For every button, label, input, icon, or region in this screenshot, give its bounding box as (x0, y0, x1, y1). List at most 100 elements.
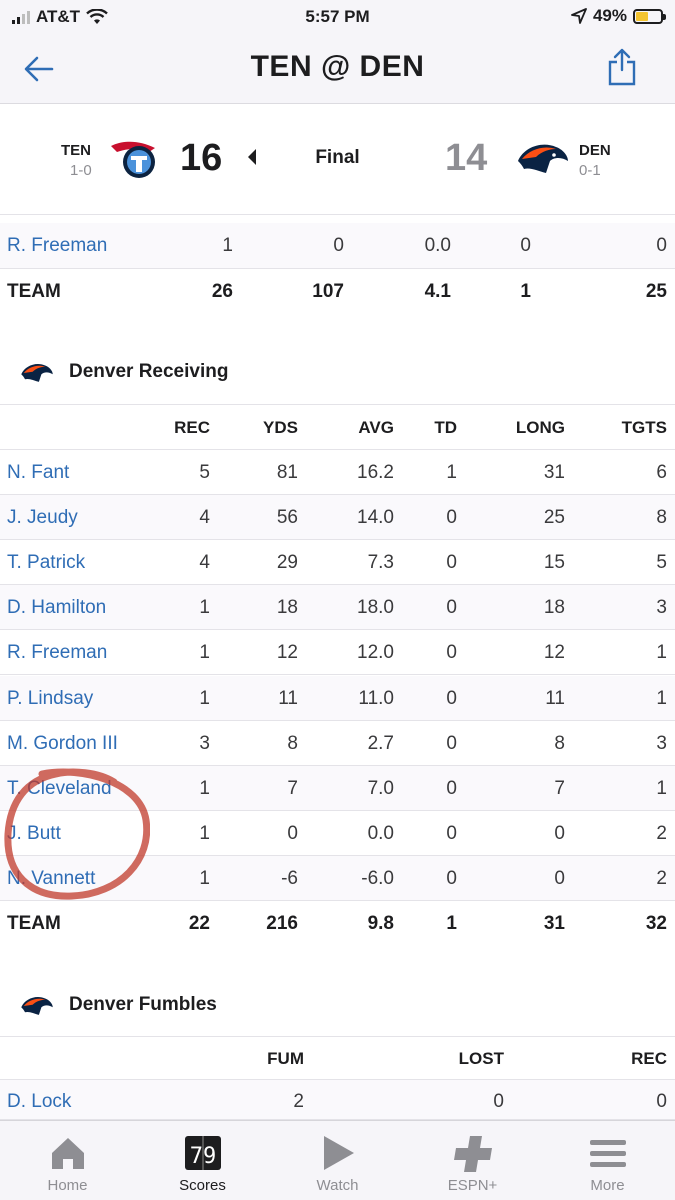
share-icon[interactable] (607, 48, 637, 86)
stat-cell: 0 (446, 822, 457, 844)
home-icon (51, 1138, 84, 1169)
stat-cell: 11 (278, 687, 298, 709)
home-team-record: 0-1 (579, 162, 601, 179)
table-row[interactable]: R. Freeman 1 0 0.0 0 0 (0, 223, 675, 269)
player-name-link[interactable]: P. Lindsay (7, 687, 94, 709)
column-header[interactable]: TGTS (621, 418, 667, 437)
tab-espn-plus[interactable]: ESPN+ (405, 1121, 540, 1200)
stat-cell: 3 (656, 732, 667, 754)
stat-cell: 11.0 (358, 687, 394, 709)
espn-plus-icon (453, 1136, 492, 1172)
stat-cell: 1 (222, 235, 233, 256)
table-row[interactable]: N. Vannett 1 -6 -6.0 0 0 2 (0, 855, 675, 901)
stat-cell: 7 (287, 777, 298, 799)
stat-cell: 11 (545, 687, 565, 709)
clock: 5:57 PM (305, 7, 370, 26)
stat-cell: 0 (446, 642, 457, 664)
table-row[interactable]: D. Lock 2 0 0 (0, 1080, 675, 1120)
table-row[interactable]: R. Freeman 1 12 12.0 0 12 1 (0, 630, 675, 676)
player-name-link[interactable]: J. Jeudy (7, 507, 78, 529)
stat-cell: 31 (543, 913, 565, 934)
table-row[interactable]: T. Patrick 4 29 7.3 0 15 5 (0, 540, 675, 586)
column-header[interactable]: FUM (267, 1049, 304, 1068)
column-header[interactable]: YDS (263, 418, 298, 437)
player-name-link[interactable]: D. Hamilton (7, 597, 107, 619)
scoreboard[interactable]: TEN 1-0 16 Final 14 DEN 0-1 (0, 105, 675, 215)
tab-bar: Home 79 Scores Watch ESPN+ More (0, 1120, 675, 1200)
nav-bar: TEN @ DEN (0, 36, 675, 104)
scores-icon: 79 (184, 1136, 221, 1170)
stat-cell: -6 (281, 867, 298, 889)
stat-cell: 25 (645, 281, 667, 302)
broncos-logo-icon (21, 363, 53, 382)
tab-home[interactable]: Home (0, 1121, 135, 1200)
player-name-link[interactable]: R. Freeman (7, 642, 108, 664)
carrier-label: AT&T (36, 7, 81, 26)
player-name-link[interactable]: M. Gordon III (7, 732, 118, 754)
tab-watch[interactable]: Watch (270, 1121, 405, 1200)
player-name-link[interactable]: R. Freeman (7, 235, 108, 256)
away-team-abbr: TEN (61, 142, 91, 159)
stat-cell: 0 (446, 687, 457, 709)
titans-logo-icon (111, 141, 155, 178)
column-header[interactable]: REC (174, 418, 210, 437)
tab-label: Home (47, 1177, 88, 1194)
stat-cell: 1 (199, 822, 210, 844)
stat-cell: 0 (446, 777, 457, 799)
team-total-row: TEAM 22 216 9.8 1 31 32 (0, 901, 675, 947)
table-row[interactable]: P. Lindsay 1 11 11.0 0 11 1 (0, 675, 675, 721)
stat-cell: 0 (493, 1091, 504, 1112)
stat-cell: 4 (199, 507, 210, 529)
stat-cell: 32 (645, 913, 667, 934)
player-name-link[interactable]: N. Fant (7, 462, 70, 483)
table-row[interactable]: N. Fant 5 81 16.2 1 31 6 (0, 450, 675, 495)
stat-cell: 25 (543, 507, 565, 529)
column-header[interactable]: LONG (515, 418, 565, 437)
stat-cell: 8 (656, 507, 667, 529)
player-name-link[interactable]: D. Lock (7, 1091, 72, 1112)
table-row[interactable]: J. Jeudy 4 56 14.0 0 25 8 (0, 495, 675, 541)
player-name-link[interactable]: N. Vannett (7, 867, 96, 889)
back-arrow-icon[interactable] (22, 52, 56, 86)
table-row[interactable]: T. Cleveland 1 7 7.0 0 7 1 (0, 765, 675, 811)
wifi-icon (86, 9, 108, 24)
stat-cell: 31 (543, 462, 565, 483)
stat-cell: 1 (656, 687, 667, 709)
column-header[interactable]: LOST (458, 1049, 504, 1068)
player-name-link[interactable]: T. Patrick (7, 552, 86, 574)
stat-cell: 216 (266, 913, 298, 934)
stat-cell: 26 (211, 281, 233, 302)
tab-more[interactable]: More (540, 1121, 675, 1200)
battery-fill (636, 11, 648, 21)
tab-label: More (590, 1177, 625, 1194)
stat-cell: 7.3 (367, 552, 394, 574)
tab-scores[interactable]: 79 Scores (135, 1121, 270, 1200)
stat-cell: 4 (199, 552, 210, 574)
column-header[interactable]: TD (434, 418, 457, 437)
stat-cell: 12 (543, 642, 565, 664)
table-row[interactable]: M. Gordon III 3 8 2.7 0 8 3 (0, 720, 675, 766)
stat-cell: 16.2 (357, 462, 394, 483)
stat-cell: 12.0 (357, 642, 394, 664)
table-header-row: REC YDS AVG TD LONG TGTS (0, 404, 675, 450)
table-row[interactable]: D. Hamilton 1 18 18.0 0 18 3 (0, 585, 675, 631)
section-title: Denver Receiving (69, 361, 229, 382)
stat-cell: 1 (446, 913, 457, 934)
battery-percent: 49% (592, 6, 627, 25)
section-title: Denver Fumbles (69, 994, 217, 1015)
stat-cell: 0 (333, 235, 344, 256)
tab-label: Watch (316, 1177, 359, 1194)
watch-icon (323, 1136, 354, 1170)
player-name-link[interactable]: T. Cleveland (7, 777, 112, 799)
column-header[interactable]: REC (631, 1049, 667, 1068)
home-score: 14 (445, 137, 488, 179)
stat-cell: -6.0 (361, 867, 394, 889)
column-header[interactable]: AVG (358, 418, 394, 437)
player-name-link[interactable]: J. Butt (7, 822, 61, 844)
fumbles-section-header: Denver Fumbles (0, 981, 675, 1031)
stat-cell: 0 (446, 597, 457, 619)
broncos-logo-icon (21, 996, 53, 1015)
stat-cell: 0 (446, 552, 457, 574)
page-title: TEN @ DEN (250, 50, 425, 83)
table-row[interactable]: J. Butt 1 0 0.0 0 0 2 (0, 810, 675, 856)
